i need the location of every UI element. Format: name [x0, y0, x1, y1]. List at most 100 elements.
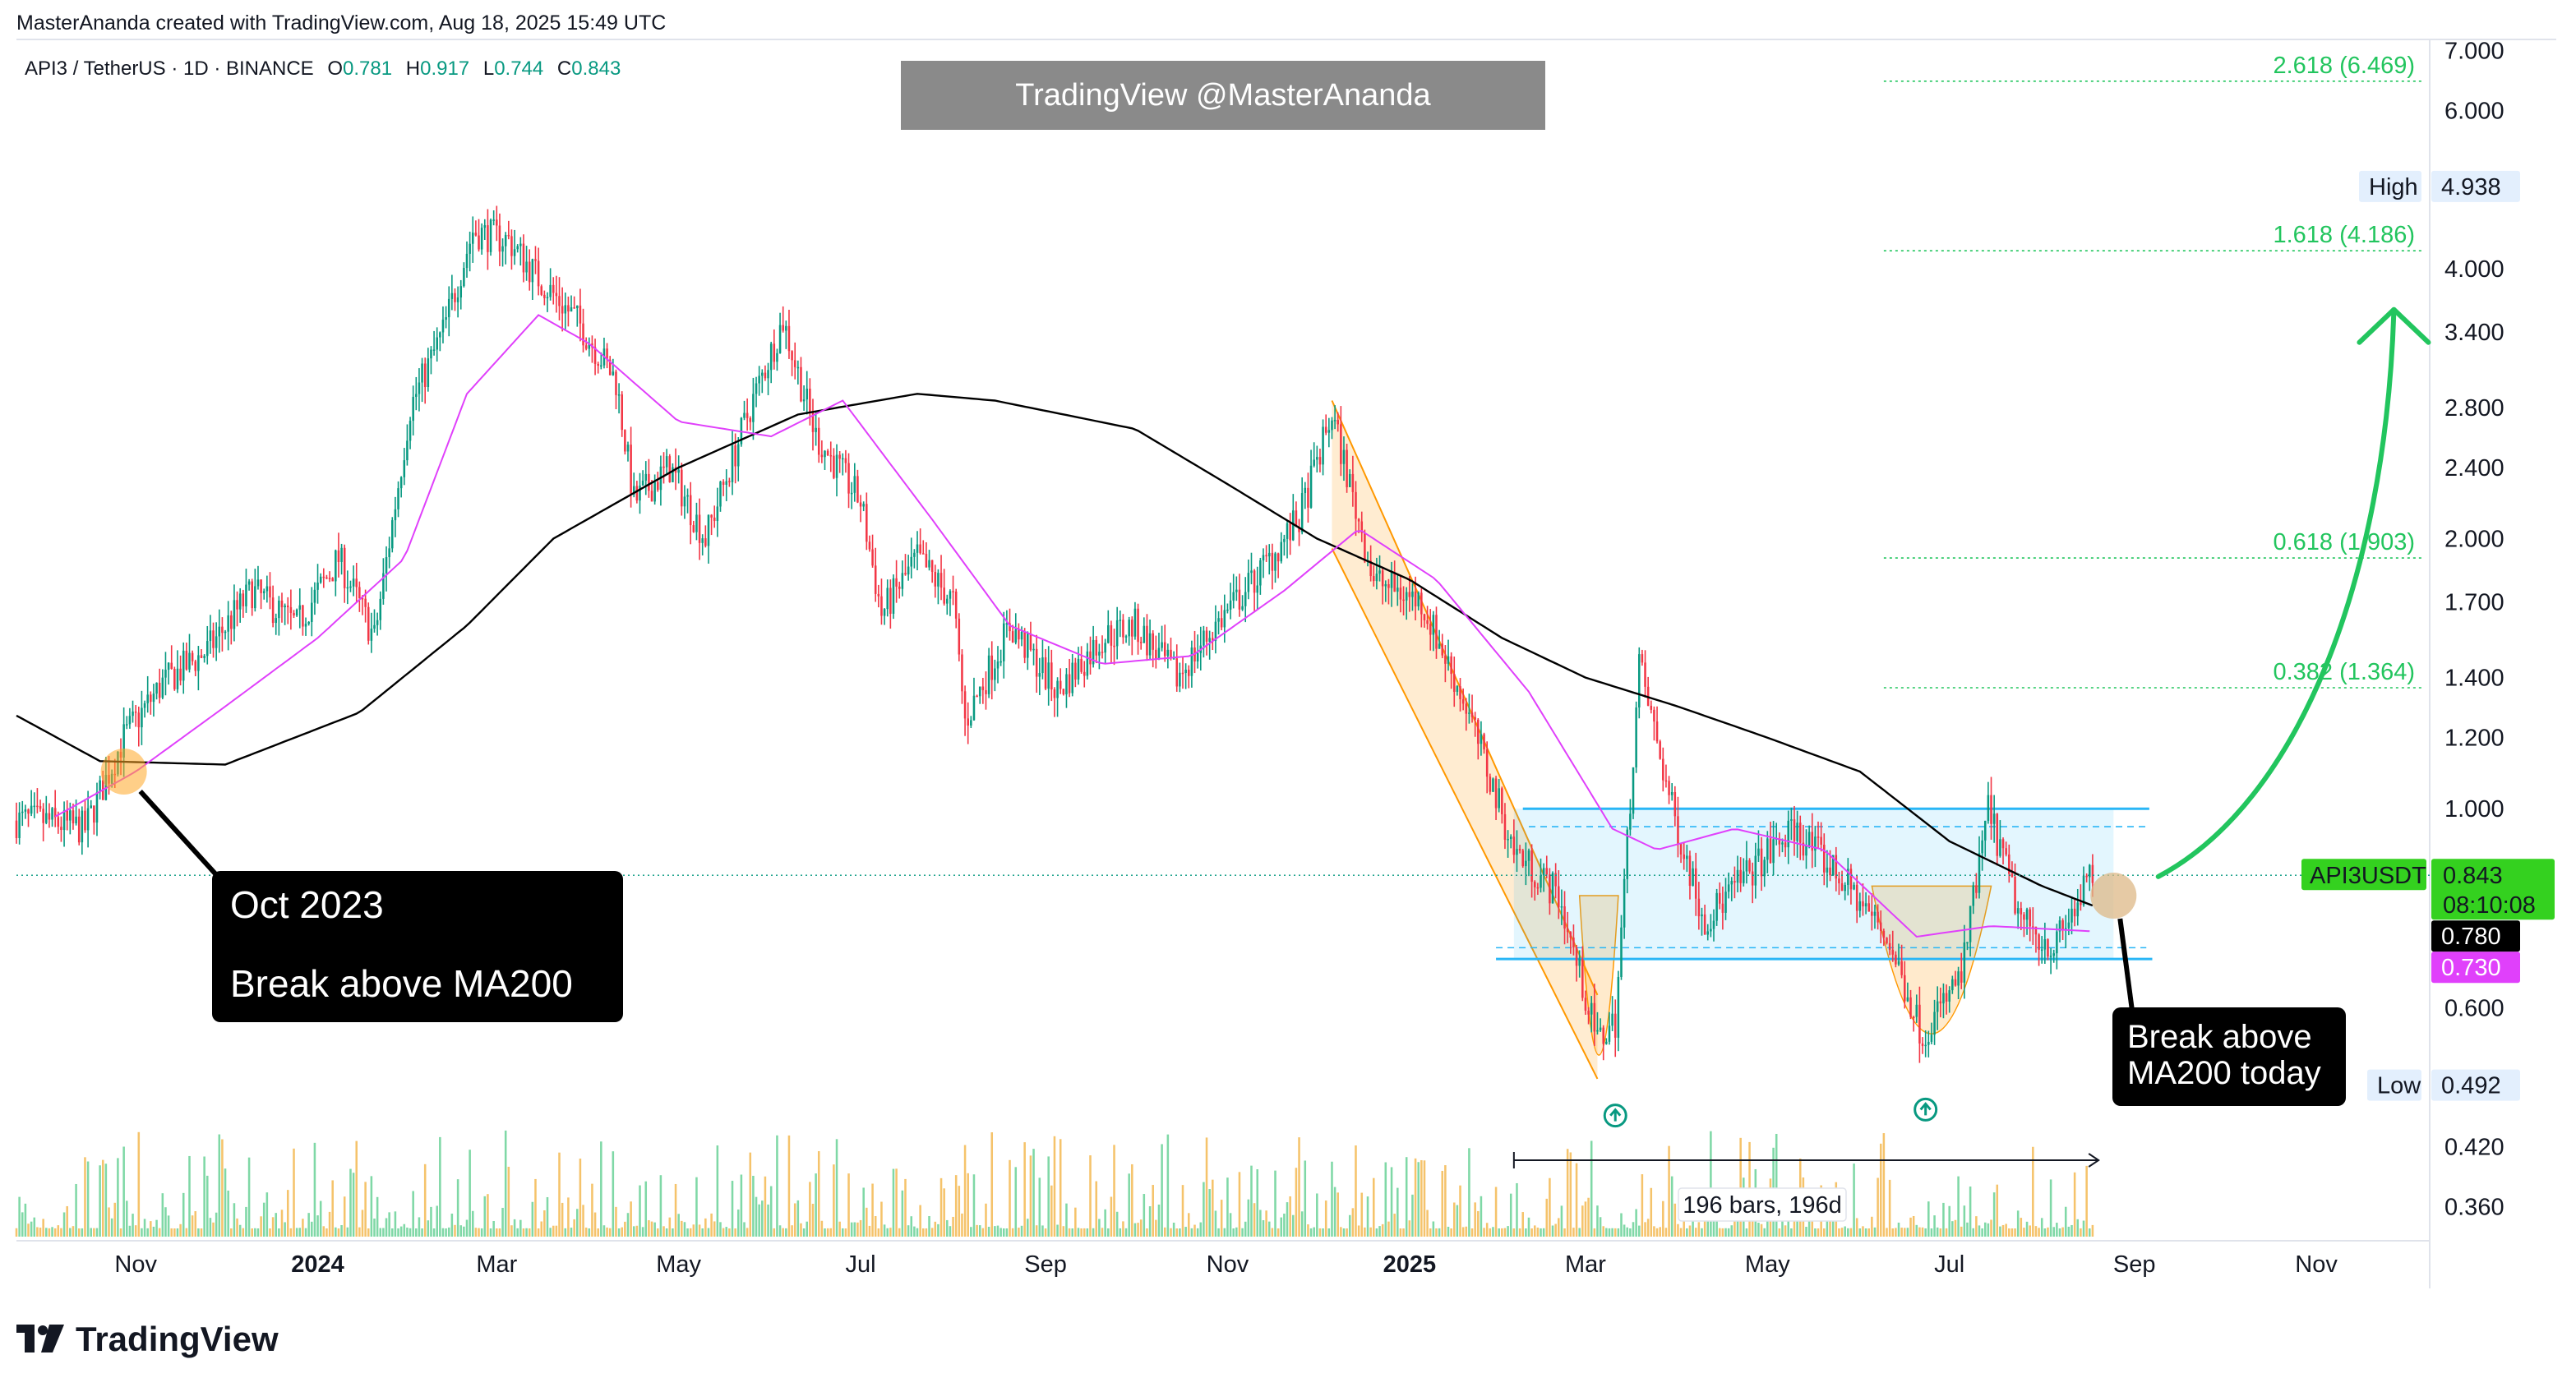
candle-body	[1324, 426, 1327, 433]
volume-bar	[904, 1178, 907, 1237]
candle-body	[146, 694, 149, 703]
candle-body	[1062, 689, 1065, 695]
candle-body	[1229, 600, 1232, 610]
candle-body	[1760, 848, 1763, 877]
candle-body	[69, 810, 72, 821]
volume-bar	[469, 1150, 471, 1237]
volume-bar	[597, 1228, 599, 1237]
volume-bar	[1113, 1145, 1115, 1237]
ma200-value: 0.780	[2441, 924, 2501, 950]
volume-bar	[1945, 1228, 1948, 1237]
candle-body	[1420, 592, 1423, 615]
candle-body	[734, 445, 736, 467]
candle-body	[179, 668, 182, 681]
candle-body	[1712, 920, 1715, 929]
candle-body	[1214, 621, 1217, 641]
candle-body	[1915, 1004, 1918, 1017]
candle-body	[921, 553, 925, 555]
candle-body	[346, 587, 349, 589]
volume-bar	[1250, 1165, 1253, 1237]
volume-bar	[2043, 1228, 2047, 1237]
candle-body	[1835, 855, 1838, 879]
volume-bar	[1483, 1228, 1485, 1237]
candle-body	[1477, 719, 1480, 744]
candle-body	[1563, 906, 1566, 929]
volume-bar	[674, 1183, 677, 1237]
volume-bar	[994, 1226, 996, 1237]
candle-body	[573, 307, 575, 309]
price-tick-1: 6.000	[2444, 98, 2504, 124]
candle-body	[1327, 430, 1331, 433]
volume-bar	[1518, 1228, 1521, 1237]
candle-body	[1405, 592, 1408, 601]
candle-body	[1289, 523, 1291, 541]
time-label-9: May	[1745, 1251, 1790, 1278]
candle-body	[1074, 662, 1077, 680]
volume-bar	[286, 1190, 289, 1237]
tradingview-logo[interactable]: TradingView	[16, 1320, 279, 1359]
candle-body	[871, 549, 874, 566]
volume-bar	[722, 1228, 725, 1237]
ma50-value: 0.730	[2441, 955, 2501, 981]
volume-bar	[487, 1194, 489, 1237]
candle-body	[1438, 643, 1441, 649]
candle-body	[337, 550, 340, 562]
volume-bar	[1533, 1225, 1536, 1237]
candle-body	[1208, 638, 1211, 642]
candle-body	[516, 246, 519, 250]
volume-bar	[1340, 1227, 1342, 1237]
candle-body	[1626, 829, 1629, 879]
volume-bar	[77, 1228, 81, 1237]
volume-bar	[1623, 1224, 1626, 1237]
tradingview-logo-icon	[16, 1325, 64, 1352]
price-tick-3: 3.400	[2444, 320, 2504, 346]
volume-bar	[2038, 1228, 2040, 1237]
volume-bar	[1853, 1164, 1855, 1237]
volume-bar	[1232, 1228, 1235, 1237]
volume-bar	[205, 1175, 209, 1237]
volume-bar	[454, 1224, 456, 1237]
candle-body	[322, 576, 325, 578]
volume-bar	[895, 1168, 898, 1237]
volume-bar	[1509, 1193, 1512, 1237]
volume-bar	[1972, 1228, 1975, 1237]
volume-bar	[1829, 1212, 1831, 1237]
volume-bar	[734, 1228, 736, 1237]
volume-bar	[630, 1201, 632, 1237]
candle-body	[39, 806, 42, 809]
candle-body	[1757, 848, 1760, 856]
volume-bar	[761, 1200, 764, 1237]
volume-bar	[1903, 1228, 1906, 1237]
volume-bar	[1516, 1182, 1518, 1237]
candle-body	[302, 605, 304, 627]
candle-body	[382, 573, 385, 599]
candle-body	[1620, 927, 1623, 977]
volume-bar	[1447, 1226, 1450, 1237]
candle-body	[1823, 845, 1826, 873]
volume-bar	[1378, 1226, 1381, 1237]
candle-body	[716, 506, 719, 522]
symbol-legend[interactable]: API3 / TetherUS · 1D · BINANCE O0.781 H0…	[25, 58, 621, 81]
volume-bar	[432, 1228, 436, 1237]
volume-bar	[298, 1228, 302, 1237]
candle-body	[194, 661, 197, 671]
candle-body	[1101, 652, 1104, 653]
candle-body	[952, 591, 954, 592]
candle-body	[1375, 574, 1378, 582]
volume-bar	[1390, 1167, 1393, 1237]
volume-bar	[1584, 1201, 1587, 1237]
volume-bar	[776, 1135, 778, 1237]
candle-body	[1155, 649, 1157, 659]
candle-body	[635, 486, 639, 501]
volume-bar	[1104, 1209, 1106, 1237]
candle-body	[847, 463, 850, 494]
candle-body	[987, 655, 990, 694]
candle-body	[1721, 903, 1724, 913]
candle-body	[15, 820, 18, 838]
volume-bar	[150, 1221, 152, 1237]
candle-body	[1393, 572, 1396, 592]
candle-body	[824, 450, 826, 458]
candle-body	[1083, 671, 1086, 676]
candle-body	[1906, 997, 1909, 1002]
